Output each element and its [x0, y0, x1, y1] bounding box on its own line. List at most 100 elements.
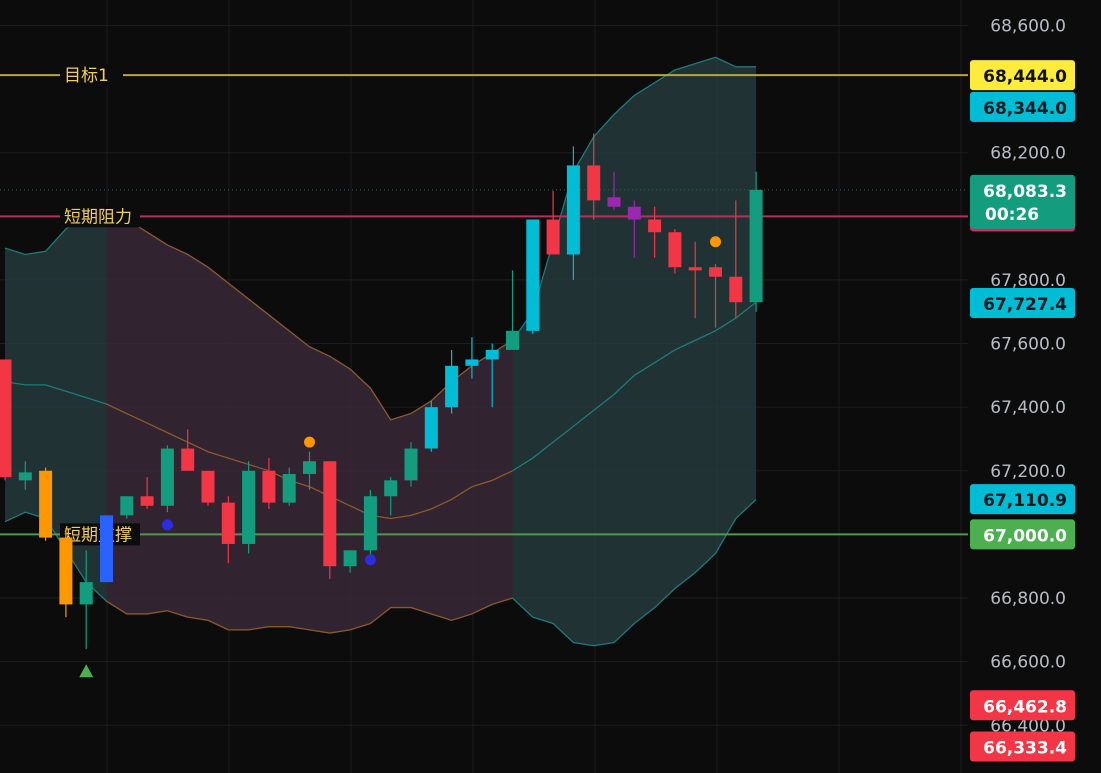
candle[interactable]: [140, 477, 154, 509]
y-tick-label: 66,400.0: [990, 716, 1066, 736]
candle-body: [39, 470, 53, 538]
candle[interactable]: [59, 528, 73, 618]
band-fill-left: [5, 213, 107, 602]
candle[interactable]: [282, 467, 296, 506]
candle[interactable]: [0, 359, 12, 481]
y-tick-label: 67,200.0: [990, 462, 1066, 482]
candle-body: [688, 267, 702, 271]
price-tag-5-text: 66,333.4: [983, 738, 1067, 758]
level-tag-2-text: 67,000.0: [983, 526, 1067, 546]
candle-body: [384, 480, 398, 497]
price-tag-0-text: 68,344.0: [983, 99, 1067, 119]
candle[interactable]: [627, 200, 641, 258]
band-middle-right: [512, 301, 757, 472]
price-tag-4-text: 66,462.8: [983, 697, 1067, 717]
candle[interactable]: [668, 229, 682, 274]
candle[interactable]: [323, 461, 337, 579]
candle-body: [59, 537, 73, 605]
candle[interactable]: [404, 442, 418, 487]
candle[interactable]: [120, 496, 134, 519]
candle[interactable]: [526, 219, 540, 335]
candle-body: [709, 267, 722, 277]
y-tick-label: 68,600.0: [990, 16, 1066, 36]
candle-body: [201, 470, 215, 503]
candle[interactable]: [587, 133, 601, 220]
signal-dot: [304, 436, 315, 448]
candle[interactable]: [221, 496, 235, 564]
last-price-tag-countdown: 00:26: [985, 205, 1039, 225]
level-tag-2-bg: [970, 519, 1075, 550]
candle[interactable]: [100, 515, 113, 583]
candle[interactable]: [303, 451, 316, 490]
candle[interactable]: [424, 400, 438, 452]
candle[interactable]: [546, 190, 560, 255]
band-lower-middle: [106, 597, 513, 634]
last-price-tag-bg: [970, 174, 1075, 229]
candle[interactable]: [485, 343, 499, 408]
candle-body: [546, 219, 560, 255]
candle-body: [343, 550, 357, 567]
candle-body: [587, 165, 601, 201]
candle-body: [648, 219, 662, 233]
candle[interactable]: [384, 477, 398, 516]
candle-body: [242, 470, 256, 544]
candle-body: [526, 219, 540, 331]
candle[interactable]: [181, 429, 195, 471]
candle-body: [323, 461, 337, 567]
candle[interactable]: [566, 146, 580, 280]
price-axis[interactable]: 68,600.0 68,200.0 67,800.0 67,600.0 67,400.0…: [990, 16, 1066, 773]
candle[interactable]: [709, 264, 722, 328]
candle-body: [262, 470, 276, 503]
candle[interactable]: [506, 270, 519, 350]
level-label-0: 目标1: [64, 66, 109, 86]
price-tag-5-bg: [970, 731, 1075, 762]
signal-markers: [79, 236, 721, 678]
candle[interactable]: [729, 200, 743, 319]
candle[interactable]: [39, 467, 53, 541]
last-price-tag-text: 68,083.3: [983, 182, 1067, 202]
candle-body: [749, 189, 763, 303]
candle[interactable]: [262, 458, 276, 509]
candle[interactable]: [607, 171, 621, 210]
candle-body: [18, 472, 32, 481]
candle[interactable]: [343, 550, 357, 573]
candle-body: [100, 515, 113, 583]
level-tag-0-bg: [970, 60, 1075, 91]
candle-body: [160, 448, 174, 506]
candle[interactable]: [79, 550, 93, 649]
buy-signal-triangle: [79, 664, 94, 678]
candles[interactable]: [0, 133, 763, 649]
candle-body: [445, 365, 459, 408]
candle[interactable]: [445, 349, 459, 414]
price-tag-2-bg: [970, 288, 1075, 319]
candle[interactable]: [160, 445, 174, 513]
candle[interactable]: [749, 171, 763, 312]
candle[interactable]: [465, 337, 479, 379]
candle[interactable]: [648, 206, 662, 258]
level-label-bg-0: [60, 64, 123, 87]
candle-body: [221, 502, 235, 544]
level-label-bg-1: [60, 205, 140, 228]
candle-body: [607, 197, 621, 207]
level-label-2: 短期支撑: [64, 525, 132, 545]
level-label-1: 短期阻力: [64, 207, 132, 227]
candle[interactable]: [688, 241, 702, 319]
candle-body: [627, 206, 641, 220]
candle-body: [404, 448, 418, 481]
candle-body: [506, 330, 519, 350]
signal-dot: [710, 236, 721, 248]
candle[interactable]: [363, 489, 377, 557]
candle[interactable]: [242, 461, 256, 554]
level-tag-0-text: 68,444.0: [983, 67, 1067, 87]
price-tag-3-text: 67,110.9: [983, 491, 1067, 511]
candle-body: [303, 461, 316, 474]
candle-body: [424, 407, 438, 449]
y-tick-label: 66,800.0: [990, 589, 1066, 609]
y-tick-label: 66,600.0: [990, 653, 1066, 673]
candle[interactable]: [18, 461, 32, 490]
price-tag-2-text: 67,727.4: [983, 295, 1067, 315]
candle-body: [282, 473, 296, 503]
candle[interactable]: [201, 470, 215, 506]
